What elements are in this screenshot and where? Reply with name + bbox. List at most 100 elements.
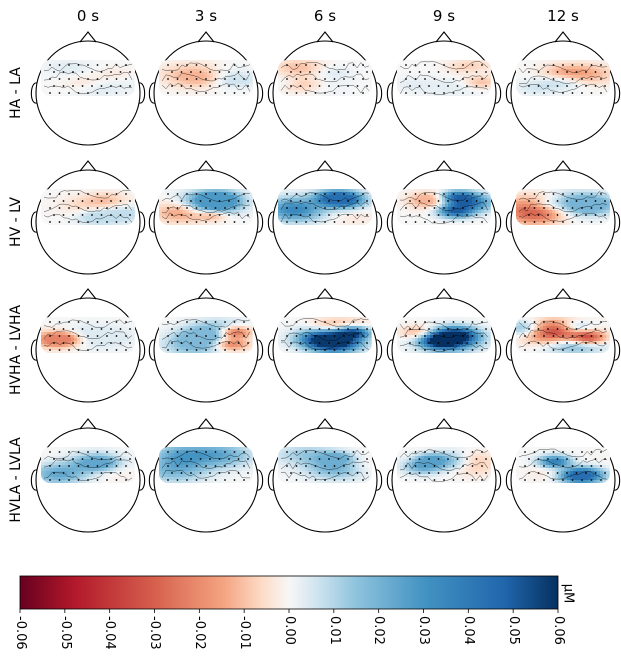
activation-cell <box>579 201 583 205</box>
activation-cell <box>180 338 184 342</box>
activation-cell <box>534 78 538 82</box>
activation-cell <box>213 216 217 220</box>
activation-cell <box>80 189 84 193</box>
activation-cell <box>344 63 348 67</box>
activation-cell <box>341 195 345 199</box>
activation-cell <box>41 347 45 351</box>
activation-cell <box>341 222 345 225</box>
activation-cell <box>186 213 190 217</box>
activation-cell <box>421 201 425 205</box>
sensor-dot <box>186 207 188 209</box>
activation-cell <box>448 72 452 76</box>
activation-cell <box>555 93 559 96</box>
activation-cell <box>68 335 72 339</box>
activation-cell <box>570 198 574 202</box>
activation-cell <box>311 93 315 96</box>
activation-cell <box>371 69 372 73</box>
sensor-dot <box>324 207 326 209</box>
activation-cell <box>183 60 187 64</box>
activation-cell <box>296 72 300 76</box>
activation-cell <box>522 84 526 88</box>
activation-cell <box>552 201 556 205</box>
activation-cell <box>168 332 172 336</box>
activation-cell <box>582 81 586 85</box>
activation-cell <box>204 72 208 76</box>
activation-cell <box>365 87 369 91</box>
activation-cell <box>350 72 354 76</box>
activation-cell <box>116 201 120 205</box>
activation-cell <box>448 87 452 91</box>
activation-cell <box>80 329 84 333</box>
activation-cell <box>406 213 410 217</box>
activation-cell <box>122 192 126 196</box>
activation-cell <box>445 192 449 196</box>
activation-cell <box>83 219 87 223</box>
activation-cell <box>119 350 123 353</box>
activation-cell <box>371 210 372 214</box>
activation-cell <box>606 66 610 70</box>
activation-cell <box>216 192 220 196</box>
activation-cell <box>591 66 595 70</box>
activation-cell <box>412 213 416 217</box>
activation-cell <box>207 63 211 67</box>
activation-cell <box>424 204 428 208</box>
activation-cell <box>546 69 550 73</box>
activation-cell <box>472 69 476 73</box>
activation-cell <box>62 344 66 348</box>
activation-cell <box>162 341 166 345</box>
activation-cell <box>403 87 407 91</box>
activation-cell <box>213 78 217 82</box>
activation-cell <box>249 219 253 223</box>
activation-cell <box>534 93 538 96</box>
activation-cell <box>86 72 90 76</box>
activation-cell <box>198 207 202 211</box>
activation-cell <box>165 222 169 225</box>
activation-cell <box>186 195 190 199</box>
activation-cell <box>371 192 372 196</box>
activation-cell <box>243 81 247 85</box>
activation-cell <box>415 192 419 196</box>
activation-cell <box>329 72 333 76</box>
activation-cell <box>463 210 467 214</box>
activation-cell <box>347 63 351 67</box>
activation-cell <box>519 63 523 67</box>
activation-cell <box>472 72 476 76</box>
activation-cell <box>71 222 75 225</box>
activation-cell <box>134 81 135 85</box>
sensor-dot <box>452 207 455 209</box>
activation-cell <box>445 204 449 208</box>
activation-cell <box>74 335 78 339</box>
activation-cell <box>299 201 303 205</box>
activation-cell <box>338 219 342 223</box>
activation-cell <box>424 75 428 79</box>
sensor-dot <box>87 92 89 94</box>
activation-cell <box>198 69 202 73</box>
activation-cell <box>519 84 523 88</box>
activation-cell <box>567 219 571 223</box>
activation-cell <box>570 213 574 217</box>
sensor-dot <box>414 64 417 66</box>
activation-cell <box>299 63 303 67</box>
activation-cell <box>80 222 84 225</box>
activation-cell <box>107 317 111 321</box>
activation-cell <box>62 93 66 96</box>
activation-cell <box>47 72 51 76</box>
activation-cell <box>128 66 132 70</box>
activation-cell <box>317 69 321 73</box>
activation-cell <box>89 189 93 193</box>
activation-cell <box>119 60 123 64</box>
sensor-dot <box>68 207 70 209</box>
activation-cell <box>50 93 54 96</box>
activation-cell <box>531 87 535 91</box>
activation-cell <box>104 323 108 327</box>
activation-cell <box>47 60 51 64</box>
activation-cell <box>549 63 553 67</box>
sensor-dot <box>533 221 536 223</box>
activation-cell <box>287 78 291 82</box>
activation-cell <box>116 198 120 202</box>
right-ear <box>375 211 383 233</box>
activation-cell <box>576 87 580 91</box>
activation-cell <box>249 207 253 211</box>
activation-cell <box>159 347 163 351</box>
activation-cell <box>594 78 598 82</box>
